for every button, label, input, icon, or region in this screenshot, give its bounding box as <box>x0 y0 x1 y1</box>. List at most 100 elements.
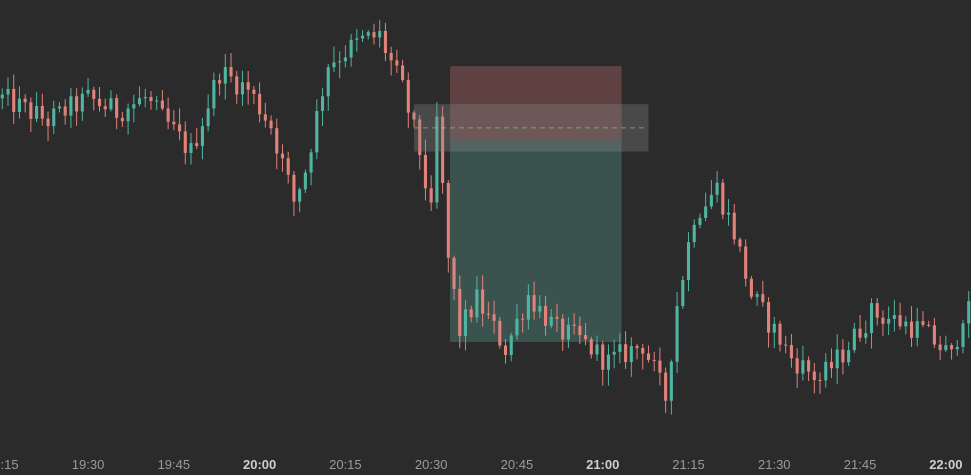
candle <box>904 316 908 335</box>
candle <box>383 22 387 61</box>
candle-body <box>807 360 811 372</box>
candle-body <box>515 318 519 336</box>
candle-body <box>23 98 27 103</box>
position-overlay[interactable] <box>414 104 649 152</box>
candle-body <box>475 289 479 318</box>
candle-body <box>749 278 753 297</box>
candle <box>864 320 868 344</box>
candle <box>315 99 319 160</box>
candle <box>97 87 102 112</box>
candle-body <box>572 324 576 326</box>
candle-body <box>909 321 914 338</box>
candle <box>235 70 239 104</box>
candle <box>543 295 548 336</box>
candle-body <box>624 344 628 363</box>
candle-body <box>481 289 485 314</box>
candle-body <box>235 76 239 95</box>
candle <box>109 90 113 112</box>
candle <box>166 97 170 130</box>
candle <box>721 178 725 220</box>
candle-body <box>320 96 325 112</box>
candle-body <box>601 344 605 370</box>
candle <box>772 316 776 349</box>
candle-body <box>526 295 530 320</box>
candle <box>441 106 445 194</box>
candle <box>675 291 679 373</box>
candle <box>475 276 479 323</box>
candle <box>132 94 136 123</box>
candle <box>961 319 965 354</box>
candle <box>641 344 645 370</box>
candle <box>669 359 673 415</box>
candle <box>298 187 302 213</box>
candle-body <box>286 158 290 175</box>
x-tick-label: 21:15 <box>672 457 705 472</box>
candle-body <box>86 89 90 94</box>
take-profit-zone[interactable] <box>450 140 622 342</box>
candle <box>303 169 307 193</box>
candle-body <box>955 346 959 350</box>
candle-body <box>726 212 731 215</box>
candle <box>69 87 73 129</box>
candle <box>646 345 651 363</box>
candle-body <box>961 323 965 347</box>
candle <box>269 115 273 135</box>
candle-body <box>17 98 21 112</box>
x-tick-label: 21:00 <box>586 457 619 472</box>
candle <box>309 148 313 186</box>
candle <box>189 133 193 165</box>
candle-body <box>778 323 782 345</box>
candle <box>137 86 142 107</box>
candle-body <box>658 360 662 373</box>
candle-body <box>332 62 336 68</box>
candle <box>892 300 896 332</box>
candle-body <box>212 80 216 109</box>
candle-body <box>143 97 147 99</box>
candle <box>446 180 450 273</box>
candle-body <box>744 246 748 279</box>
candle <box>738 237 742 253</box>
candle-body <box>646 353 651 360</box>
candle <box>572 313 576 335</box>
candle <box>378 20 382 48</box>
candle <box>841 339 845 375</box>
candle <box>875 298 879 326</box>
candle <box>807 356 811 382</box>
candle <box>246 71 250 105</box>
candle-body <box>801 360 805 374</box>
candle-body <box>938 344 942 351</box>
candle-body <box>218 80 222 84</box>
candle-body <box>772 323 776 333</box>
candle <box>149 91 153 110</box>
position-tool[interactable] <box>450 66 622 342</box>
candle <box>292 171 296 217</box>
candle <box>664 367 668 413</box>
candle-body <box>532 295 536 312</box>
candle-body <box>686 242 691 280</box>
candle <box>732 204 736 245</box>
candle <box>63 99 67 125</box>
candle <box>412 110 416 128</box>
candle <box>155 95 159 111</box>
candle-body <box>0 94 4 99</box>
candle <box>218 73 222 96</box>
candle <box>503 338 508 364</box>
candle <box>589 336 593 359</box>
candle-body <box>12 88 16 112</box>
candle <box>521 313 525 333</box>
candle-body <box>543 305 548 326</box>
x-axis: 19:15 19:30 19:45 20:00 20:15 20:30 20:45 21:00… <box>0 457 962 472</box>
candle-body <box>29 102 33 119</box>
candle-body <box>35 105 39 119</box>
candle <box>801 345 805 381</box>
candle-body <box>412 112 416 120</box>
candle <box>812 362 816 394</box>
candle <box>195 127 199 150</box>
candle <box>223 53 227 100</box>
candle-body <box>789 345 793 359</box>
candle-body <box>584 335 588 340</box>
candle <box>29 97 33 132</box>
candle <box>172 110 176 131</box>
candle <box>555 303 559 332</box>
